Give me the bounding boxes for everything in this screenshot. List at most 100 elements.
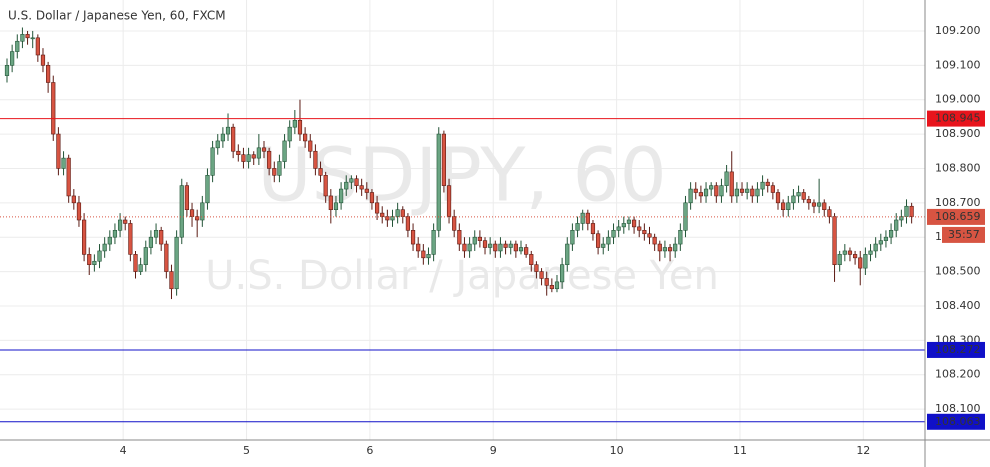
candle-body [133,254,138,272]
candle-body [570,230,575,245]
candle-body [25,34,30,39]
candle-body [338,188,344,204]
candle-body [734,188,739,197]
candle-body [15,40,20,52]
x-tick-label: 11 [733,444,747,457]
candle-body [92,260,97,265]
candle-body [508,243,513,248]
candle-body [308,140,313,152]
candle-body [210,147,215,176]
candle-body [174,236,179,290]
candle-body [493,243,498,252]
candle-body [652,236,657,245]
candle-body [416,243,421,252]
candle-body [709,185,714,190]
candle-body [107,236,112,245]
y-tick-label: 108.900 [935,127,981,140]
candle-body [585,212,590,224]
candle-body [868,250,873,255]
candle-body [606,236,611,245]
candle-body [282,140,287,162]
candle-body [441,133,447,186]
candle-body [544,278,549,286]
candle-body [380,212,385,217]
candle-body [457,230,462,245]
countdown-label: 35:57 [948,228,980,241]
candle-body [750,188,755,197]
candle-body [318,168,323,176]
candle-body [189,209,195,217]
candle-body [117,219,123,231]
candle-body [323,175,328,197]
candle-body [164,243,169,272]
candle-body [71,195,76,204]
candle-body [220,133,225,142]
current-price-box [927,208,985,225]
candle-body [595,233,601,248]
x-tick-label: 9 [490,444,497,457]
candle-body [693,188,698,193]
candle-body [637,226,642,231]
candle-body [806,199,811,204]
candle-body [251,154,256,159]
candle-body [272,168,277,176]
candle-body [657,243,662,252]
candle-body [858,257,863,269]
candle-body [770,185,775,193]
candle-body [56,133,61,169]
candle-body [267,150,272,169]
level-label-box [927,413,985,430]
candle-body [61,157,66,169]
level-label-box [927,110,985,127]
y-tick-label: 108.500 [935,265,981,278]
candle-body [822,202,827,210]
candle-body [847,250,853,255]
candle-body [482,240,488,248]
candle-body [225,126,231,135]
candle-body [231,126,236,152]
candle-body [513,243,518,252]
y-tick-label: 108.800 [935,161,981,174]
candle-body [673,243,678,252]
chart-title: U.S. Dollar / Japanese Yen, 60, FXCM [8,9,226,23]
x-tick-label: 12 [856,444,870,457]
y-tick-label: 108.400 [935,299,981,312]
candle-body [565,243,570,265]
candle-body [10,51,15,66]
candle-body [328,195,333,210]
candle-body [66,157,71,197]
candle-body [688,188,693,204]
candle-body [246,154,251,162]
candle-body [112,230,118,238]
level-label: 108.272 [935,343,981,356]
candle-body [488,243,493,248]
candle-body [899,216,904,221]
candle-body [20,34,25,42]
candle-body [102,243,107,252]
candle-body [863,254,868,269]
countdown-box [942,226,985,243]
candle-body [313,150,318,169]
x-tick-label: 6 [366,444,373,457]
candle-body [775,192,781,204]
level-label: 108.063 [935,415,981,428]
current-price-label: 108.659 [935,210,981,223]
candle-body [241,154,246,162]
candle-body [667,247,673,252]
y-tick-label: 109.000 [935,93,981,106]
candle-body [446,185,452,217]
candle-body [811,202,817,207]
candle-body [35,37,40,56]
candle-body [529,254,534,265]
candle-body [395,209,400,217]
candle-body [580,212,585,224]
candle-body [205,175,210,204]
candle-body [374,202,380,214]
x-tick-label: 4 [120,444,127,457]
candle-body [827,209,832,217]
candle-body [148,236,154,248]
candle-body [153,230,159,238]
candle-body [852,254,858,259]
candle-body [179,185,184,238]
candle-body [477,236,482,241]
